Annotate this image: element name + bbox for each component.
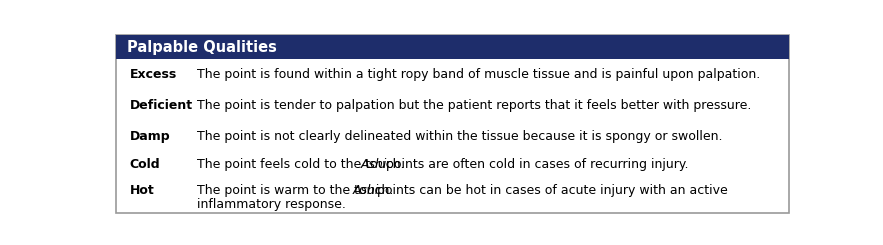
Text: The point is found within a tight ropy band of muscle tissue and is painful upon: The point is found within a tight ropy b… [197,68,760,81]
Text: The point feels cold to the touch.: The point feels cold to the touch. [197,158,409,171]
Text: inflammatory response.: inflammatory response. [197,198,346,211]
Bar [116,35,789,60]
Text: The point is warm to the touch.: The point is warm to the touch. [197,184,397,197]
Text: points are often cold in cases of recurring injury.: points are often cold in cases of recurr… [381,158,688,171]
Text: Hot: Hot [130,184,155,197]
Text: Cold: Cold [130,158,161,171]
Text: Ashi: Ashi [352,184,379,197]
Text: Damp: Damp [130,130,170,143]
Text: Palpable Qualities: Palpable Qualities [127,40,277,55]
Text: points can be hot in cases of acute injury with an active: points can be hot in cases of acute inju… [373,184,728,197]
Text: Ashi: Ashi [361,158,388,171]
Text: The point is tender to palpation but the patient reports that it feels better wi: The point is tender to palpation but the… [197,99,751,112]
Text: The point is not clearly delineated within the tissue because it is spongy or sw: The point is not clearly delineated with… [197,130,722,143]
Text: Deficient: Deficient [130,99,192,112]
Text: Excess: Excess [130,68,177,81]
